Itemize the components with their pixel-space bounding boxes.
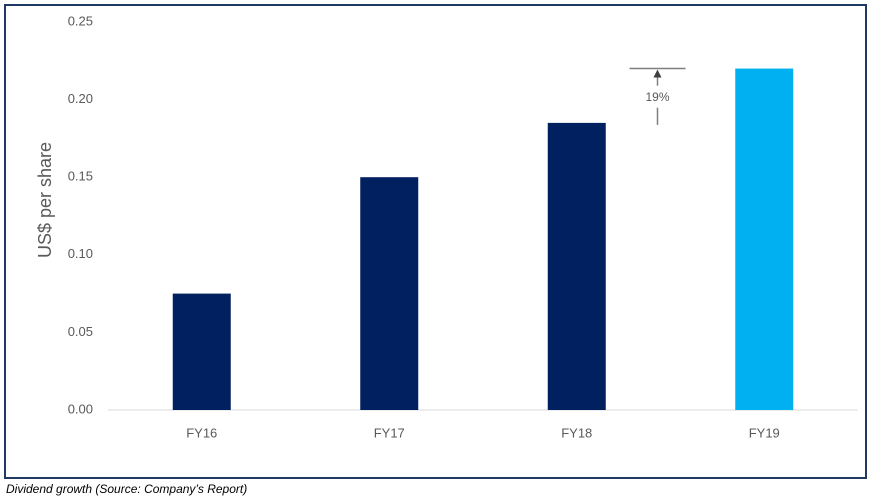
chart: US$ per share 0.00 0.05 0.10 0.15 0.20 0.25 FY… xyxy=(4,4,867,479)
bar xyxy=(172,293,231,410)
x-tick-label: FY19 xyxy=(749,425,780,440)
annotation-arrowhead xyxy=(653,69,662,78)
y-tick-label: 0.15 xyxy=(68,169,93,184)
frame xyxy=(4,4,867,479)
bar xyxy=(547,122,606,410)
y-tick-label: 0.10 xyxy=(68,246,93,261)
caption: Dividend growth (Source: Company’s Repor… xyxy=(6,482,248,496)
x-tick-label: FY16 xyxy=(186,425,217,440)
bar xyxy=(735,68,794,410)
y-tick-label: 0.25 xyxy=(68,13,93,28)
y-tick-label: 0.20 xyxy=(68,91,93,106)
y-tick-label: 0.05 xyxy=(68,324,93,339)
y-tick-label: 0.00 xyxy=(68,401,93,416)
x-tick-label: FY18 xyxy=(561,425,592,440)
y-axis-label: US$ per share xyxy=(35,142,55,258)
bar xyxy=(360,177,419,410)
x-tick-label: FY17 xyxy=(374,425,405,440)
annotation-label: 19% xyxy=(645,90,669,104)
